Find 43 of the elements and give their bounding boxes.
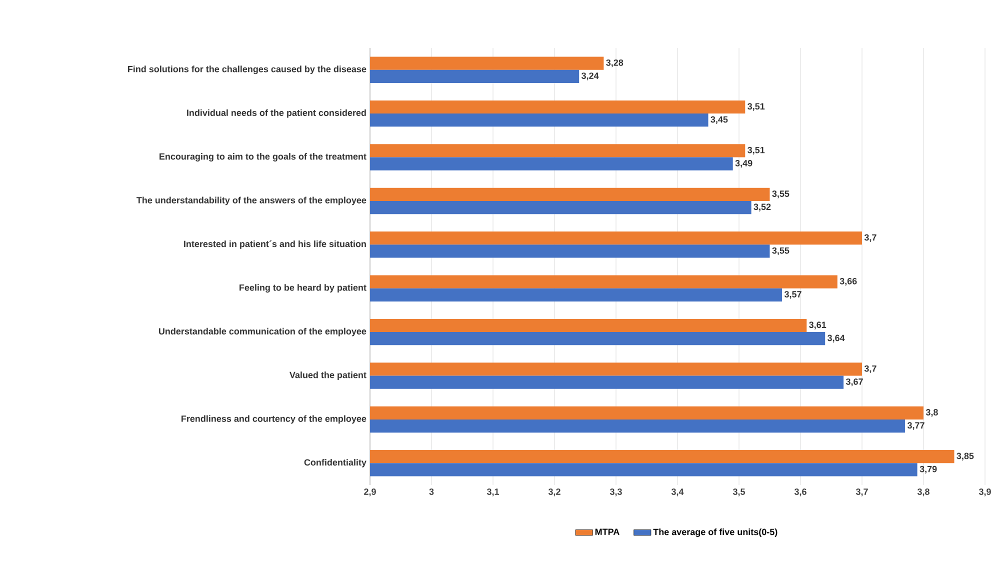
data-label: 3,55 [772, 247, 790, 256]
y-tick-label: Interested in patient´s and his life situation [184, 240, 366, 249]
data-label: 3,67 [846, 378, 863, 386]
x-tick-label: 3,7 [856, 488, 868, 496]
x-tick-label: 3,1 [486, 488, 500, 496]
x-tick-label: 3 [429, 488, 434, 495]
data-label: 3,51 [748, 103, 765, 111]
y-tick-label: The understandability of the answers of the employee [136, 196, 366, 206]
data-label: 3,61 [809, 322, 826, 330]
data-label: 3,77 [907, 422, 924, 430]
data-label: 3,24 [582, 72, 599, 80]
data-label: 3,57 [784, 291, 802, 299]
data-label: 3,66 [840, 278, 857, 286]
x-tick-label: 3,4 [671, 488, 684, 496]
data-label: 3,49 [735, 160, 752, 168]
data-label: 3,85 [956, 452, 974, 460]
data-label: 3,51 [748, 146, 765, 155]
y-tick-label: Feeling to be heard by patient [240, 284, 366, 293]
data-label: 3,52 [754, 204, 771, 212]
y-tick-label: Frendliness and courtency of the employee [182, 415, 366, 424]
data-label: 3,64 [828, 334, 845, 342]
legend-label: MTPA [595, 528, 620, 535]
data-label: 3,45 [710, 116, 728, 124]
data-label: 3,7 [864, 234, 876, 242]
y-tick-label: Encouraging to aim to the goals of the treatment [160, 153, 366, 162]
data-label: 3,55 [772, 190, 790, 198]
y-tick-label: Valued the patient [290, 372, 366, 380]
data-label: 3,28 [606, 59, 624, 68]
data-label: 3,8 [926, 409, 938, 417]
y-tick-label: Individual needs of the patient considered [187, 109, 366, 118]
legend-label: The average of five units(0-5) [653, 528, 778, 537]
x-tick-label: 2,9 [364, 488, 376, 496]
x-tick-label: 3,6 [794, 488, 806, 496]
data-label: 3,79 [920, 466, 937, 474]
y-tick-label: Find solutions for the challenges caused by the disease [128, 66, 366, 74]
y-tick-label: Understandable communication of the employee [158, 328, 366, 336]
x-tick-label: 3,9 [978, 488, 991, 496]
y-tick-label: Confidentiality [304, 458, 366, 468]
data-label: 3,7 [864, 365, 876, 374]
x-tick-label: 3,5 [732, 488, 746, 496]
x-tick-label: 3,2 [548, 488, 560, 496]
x-tick-label: 3,3 [610, 488, 622, 496]
x-tick-label: 3,8 [917, 488, 930, 496]
